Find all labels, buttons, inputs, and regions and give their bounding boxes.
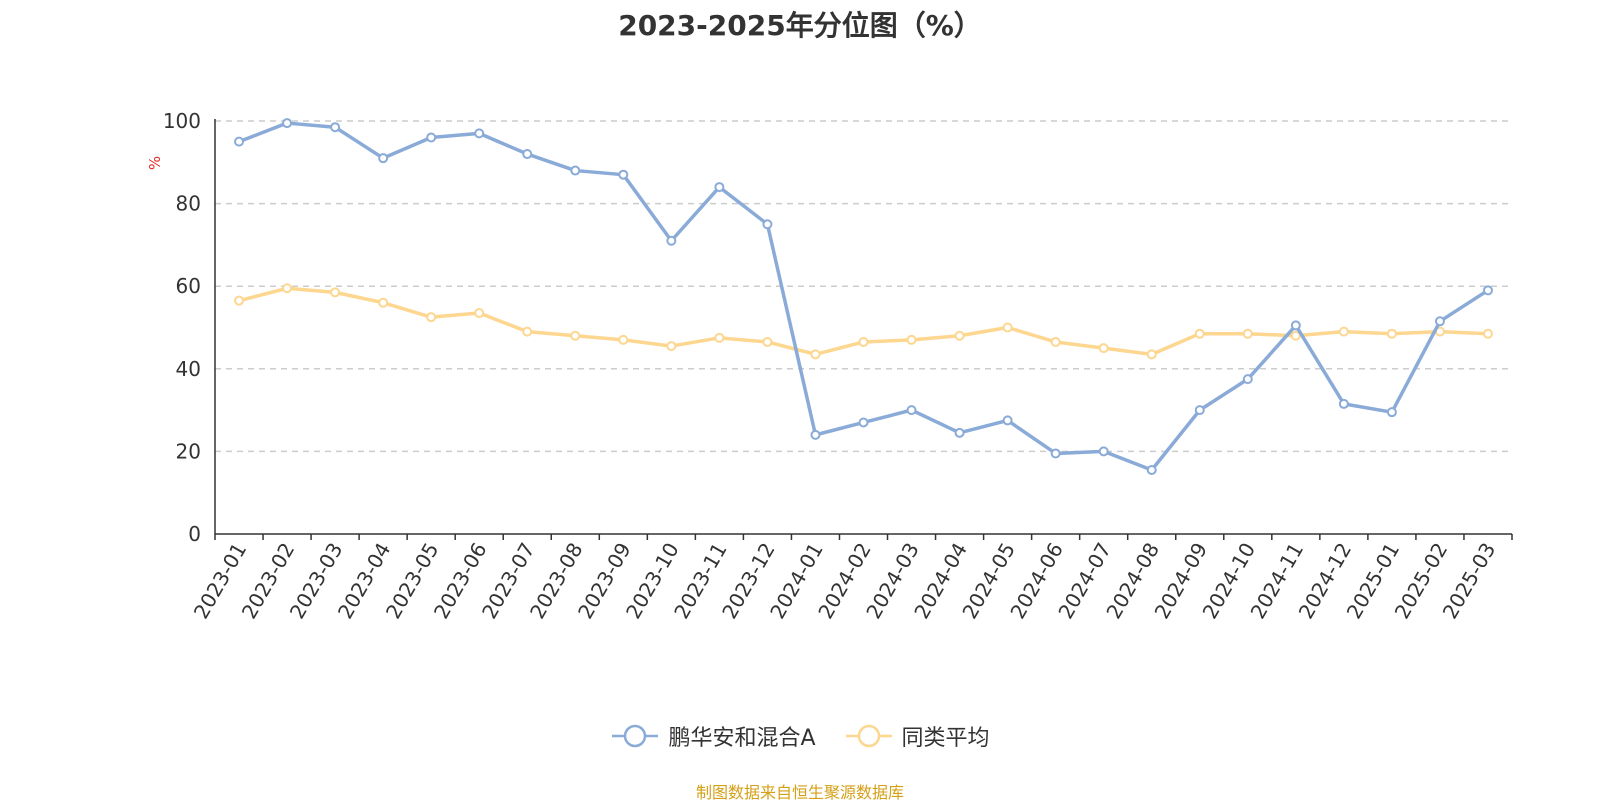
data-point bbox=[810, 349, 821, 360]
series-layer bbox=[234, 118, 1493, 475]
data-point bbox=[1194, 405, 1205, 416]
data-point bbox=[1194, 328, 1205, 339]
data-point bbox=[1002, 322, 1013, 333]
gridlines bbox=[215, 120, 1512, 453]
data-point bbox=[1338, 398, 1349, 409]
data-point bbox=[1338, 326, 1349, 337]
data-point bbox=[906, 334, 917, 345]
legend-item[interactable]: 鹏华安和混合A bbox=[610, 720, 816, 752]
data-point bbox=[1290, 330, 1301, 341]
data-point bbox=[282, 283, 293, 294]
data-point bbox=[1002, 415, 1013, 426]
data-point bbox=[858, 417, 869, 428]
data-point bbox=[522, 149, 533, 160]
y-tick-label: 20 bbox=[176, 439, 201, 463]
data-point bbox=[1482, 328, 1493, 339]
y-tick-label: 100 bbox=[163, 109, 201, 133]
data-point bbox=[954, 330, 965, 341]
data-point bbox=[330, 287, 341, 298]
data-point bbox=[570, 330, 581, 341]
legend-marker-icon bbox=[845, 724, 892, 748]
chart-title: 2023-2025年分位图（%） bbox=[618, 9, 982, 42]
data-point bbox=[378, 153, 389, 164]
data-point bbox=[762, 219, 773, 230]
data-point bbox=[1050, 448, 1061, 459]
data-point bbox=[762, 336, 773, 347]
data-point bbox=[1146, 349, 1157, 360]
legend: 鹏华安和混合A 同类平均 bbox=[0, 720, 1600, 752]
axes: 0204060801002023-012023-022023-032023-04… bbox=[146, 109, 1513, 623]
data-point bbox=[426, 312, 437, 323]
data-point bbox=[1098, 343, 1109, 354]
data-point bbox=[234, 136, 245, 147]
legend-marker-icon bbox=[612, 724, 659, 748]
y-tick-label: 60 bbox=[176, 274, 201, 298]
y-tick-label: 40 bbox=[176, 357, 201, 381]
data-point bbox=[666, 235, 677, 246]
data-point bbox=[1386, 407, 1397, 418]
data-point bbox=[618, 169, 629, 180]
data-point bbox=[1386, 328, 1397, 339]
data-point bbox=[714, 332, 725, 343]
legend-item[interactable]: 同类平均 bbox=[844, 720, 990, 752]
data-point bbox=[282, 118, 293, 129]
data-point bbox=[1098, 446, 1109, 457]
data-point bbox=[1242, 328, 1253, 339]
data-point bbox=[1242, 374, 1253, 385]
data-point bbox=[810, 429, 821, 440]
data-point bbox=[906, 405, 917, 416]
data-point bbox=[378, 297, 389, 308]
y-axis-label: % bbox=[146, 156, 164, 170]
data-point bbox=[426, 132, 437, 143]
data-point bbox=[858, 336, 869, 347]
data-point bbox=[474, 308, 485, 319]
legend-label: 同类平均 bbox=[901, 726, 990, 751]
data-point bbox=[330, 122, 341, 133]
legend-label: 鹏华安和混合A bbox=[668, 726, 816, 751]
data-point bbox=[522, 326, 533, 337]
data-point bbox=[1146, 464, 1157, 475]
data-point bbox=[234, 295, 245, 306]
data-point bbox=[666, 341, 677, 352]
data-point bbox=[474, 128, 485, 139]
source-note: 制图数据来自恒生聚源数据库 bbox=[695, 783, 904, 802]
y-tick-label: 80 bbox=[176, 192, 201, 216]
data-point bbox=[1290, 320, 1301, 331]
data-point bbox=[1434, 316, 1445, 327]
y-tick-label: 0 bbox=[188, 522, 201, 546]
data-point bbox=[1482, 285, 1493, 296]
data-point bbox=[1050, 336, 1061, 347]
data-point bbox=[714, 182, 725, 193]
data-point bbox=[618, 334, 629, 345]
data-point bbox=[570, 165, 581, 176]
data-point bbox=[954, 427, 965, 438]
